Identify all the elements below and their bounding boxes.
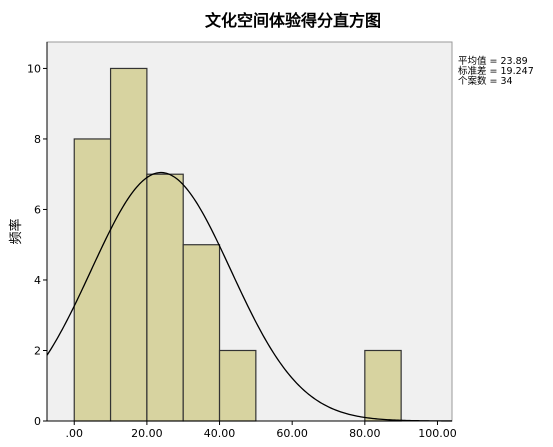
y-tick-label-1: 2 bbox=[34, 344, 41, 357]
stats-line-0: 平均值 = 23.89 bbox=[458, 55, 528, 67]
y-tick-label-5: 10 bbox=[27, 62, 41, 75]
x-tick-label-0: .00 bbox=[65, 427, 83, 440]
x-tick-label-1: 20.00 bbox=[131, 427, 163, 440]
x-tick-label-3: 60.00 bbox=[276, 427, 308, 440]
histogram-bar-3 bbox=[182, 244, 221, 422]
y-axis-label: 频率 bbox=[8, 218, 24, 244]
normal-curve-group bbox=[46, 171, 453, 422]
stats-line-2: 个案数 = 34 bbox=[458, 75, 513, 87]
histogram-bar-5 bbox=[364, 349, 402, 422]
histogram-bar-0 bbox=[73, 138, 112, 422]
x-tick-label-5: 100.00 bbox=[418, 427, 457, 440]
y-tick-label-3: 6 bbox=[34, 203, 41, 216]
y-axis: 0 2 4 6 8 10 bbox=[27, 42, 48, 428]
y-tick-label-0: 0 bbox=[34, 415, 41, 428]
x-tick-label-2: 40.00 bbox=[204, 427, 236, 440]
x-tick-label-4: 80.00 bbox=[349, 427, 381, 440]
y-tick-label-2: 4 bbox=[34, 274, 41, 287]
normal-curve bbox=[46, 171, 453, 422]
chart-title: 文化空间体验得分直方图 bbox=[205, 11, 381, 30]
histogram-bar-1 bbox=[109, 67, 148, 422]
x-axis: .00 20.00 40.00 60.00 80.00 100.00 bbox=[47, 420, 457, 440]
histogram-bar-2 bbox=[146, 173, 184, 422]
y-tick-label-4: 8 bbox=[34, 133, 41, 146]
stats-line-1: 标准差 = 19.247 bbox=[458, 65, 534, 77]
histogram-bar-4 bbox=[218, 349, 257, 422]
bars-group bbox=[73, 67, 402, 422]
